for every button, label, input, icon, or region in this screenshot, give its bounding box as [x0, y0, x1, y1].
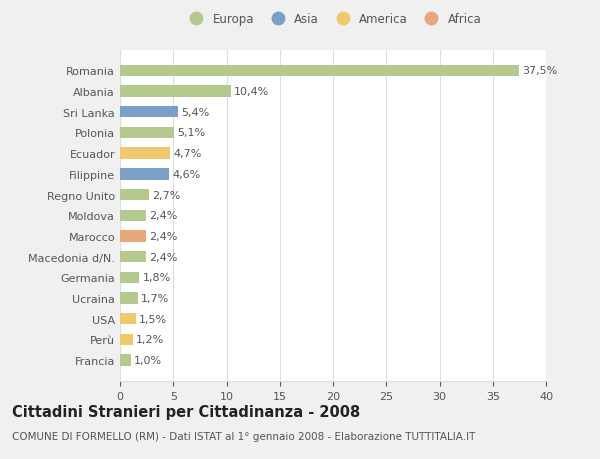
Text: COMUNE DI FORMELLO (RM) - Dati ISTAT al 1° gennaio 2008 - Elaborazione TUTTITALI: COMUNE DI FORMELLO (RM) - Dati ISTAT al …	[12, 431, 475, 442]
Text: 2,4%: 2,4%	[149, 252, 177, 262]
Bar	[120, 334, 133, 345]
Bar	[120, 107, 178, 118]
Text: 4,6%: 4,6%	[172, 169, 200, 179]
Bar	[120, 169, 169, 180]
Bar	[120, 190, 149, 201]
Bar	[120, 355, 131, 366]
Text: 1,5%: 1,5%	[139, 314, 167, 324]
Text: 1,2%: 1,2%	[136, 335, 164, 345]
Legend: Europa, Asia, America, Africa: Europa, Asia, America, Africa	[184, 13, 482, 26]
Text: 1,0%: 1,0%	[134, 355, 162, 365]
Bar	[120, 272, 139, 283]
Bar	[120, 148, 170, 159]
Text: 5,1%: 5,1%	[178, 128, 206, 138]
Text: 10,4%: 10,4%	[234, 87, 269, 97]
Text: 5,4%: 5,4%	[181, 107, 209, 118]
Bar	[120, 86, 231, 97]
Text: 1,8%: 1,8%	[142, 273, 170, 283]
Text: 1,7%: 1,7%	[142, 293, 170, 303]
Bar	[120, 231, 146, 242]
Text: 37,5%: 37,5%	[523, 66, 558, 76]
Bar	[120, 293, 138, 304]
Text: 4,7%: 4,7%	[173, 149, 202, 159]
Text: 2,4%: 2,4%	[149, 211, 177, 221]
Text: 2,4%: 2,4%	[149, 231, 177, 241]
Bar	[120, 252, 146, 263]
Bar	[120, 313, 136, 325]
Text: Cittadini Stranieri per Cittadinanza - 2008: Cittadini Stranieri per Cittadinanza - 2…	[12, 404, 360, 419]
Bar	[120, 66, 520, 77]
Bar	[120, 128, 175, 139]
Text: 2,7%: 2,7%	[152, 190, 181, 200]
Bar	[120, 210, 146, 221]
